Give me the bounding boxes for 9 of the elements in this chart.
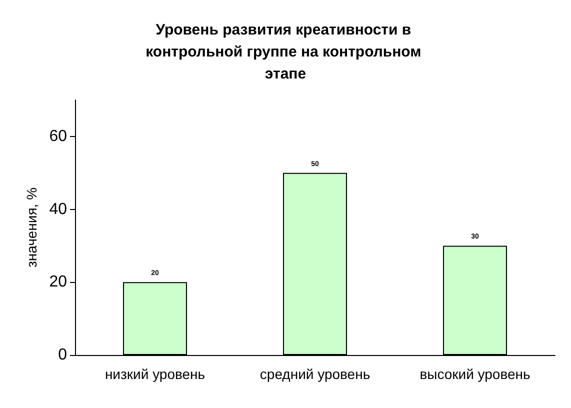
- y-tick-label: 40: [49, 200, 68, 218]
- y-tick-label: 20: [49, 274, 68, 291]
- y-axis-title: значения, %: [23, 187, 40, 268]
- x-tick-label: низкий уровень: [104, 366, 206, 382]
- x-tick-label: высокий уровень: [420, 366, 530, 382]
- chart-title: Уровень развития креативности в контрольной группе на контрольном этапе: [146, 22, 426, 82]
- y-tick-label: 0: [58, 346, 68, 364]
- x-tick-label: средний уровень: [260, 366, 370, 382]
- y-tick-label: 60: [49, 128, 68, 145]
